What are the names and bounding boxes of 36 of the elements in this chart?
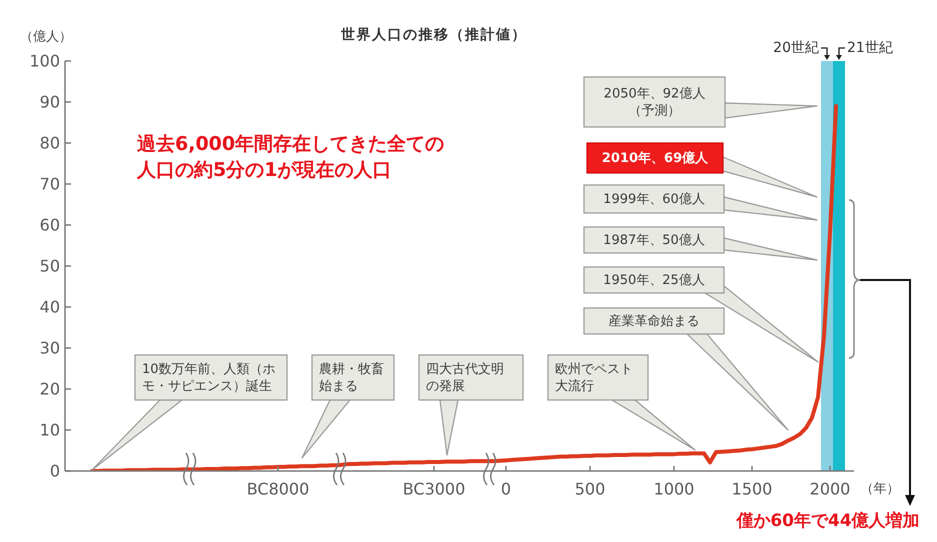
y-tick-label: 0 [50, 462, 60, 481]
x-axis-title: （年） [860, 482, 900, 496]
annotation: 欧州でペスト大流行 [555, 362, 633, 394]
annotation: 過去6,000年間存在してきた全ての人口の約5分の1が現在の人口 [136, 133, 444, 181]
x-tick-label: 2000 [810, 480, 850, 499]
annotation: 1987年、50億人 [603, 232, 705, 248]
x-tick-label: 0 [500, 480, 512, 499]
y-tick-label: 70 [40, 174, 60, 194]
y-tick-label: 50 [40, 256, 60, 276]
y-tick-label: 60 [40, 216, 60, 235]
chart-title: 世界人口の推移（推計値） [340, 27, 527, 43]
y-tick-label: 100 [29, 52, 60, 71]
x-tick-label: 1000 [654, 480, 694, 499]
annotation: 2010年、69億人 [602, 150, 710, 166]
annotation: 産業革命始まる [608, 312, 700, 328]
text: 20世紀 [773, 40, 819, 56]
annotation: 四大古代文明の発展 [426, 362, 504, 394]
annotation: 農耕・牧畜始まる [319, 360, 384, 394]
x-tick-label: 1500 [732, 480, 772, 499]
y-tick-label: 10 [40, 420, 60, 440]
y-tick-label: 20 [40, 380, 60, 399]
y-tick-label: 30 [40, 338, 60, 358]
x-tick-label: BC3000 [402, 480, 466, 499]
annotation: 1950年、25億人 [603, 272, 705, 288]
y-tick-label: 40 [40, 298, 60, 317]
y-tick-label: 80 [40, 134, 60, 153]
x-tick-label: BC8000 [246, 480, 310, 499]
y-axis-title: （億人） [20, 30, 72, 44]
annotation: 10数万年前、人類（ホモ・サピエンス）誕生 [142, 362, 276, 394]
x-tick-label: 500 [574, 480, 606, 499]
line-series [90, 104, 838, 471]
annotation: 1999年、60億人 [603, 192, 705, 206]
y-tick-label: 90 [40, 92, 60, 112]
text: 僅か60年で44億人増加 [735, 510, 920, 531]
annotation: 2050年、92億人（予測） [604, 86, 706, 118]
text: 21世紀 [847, 40, 893, 56]
